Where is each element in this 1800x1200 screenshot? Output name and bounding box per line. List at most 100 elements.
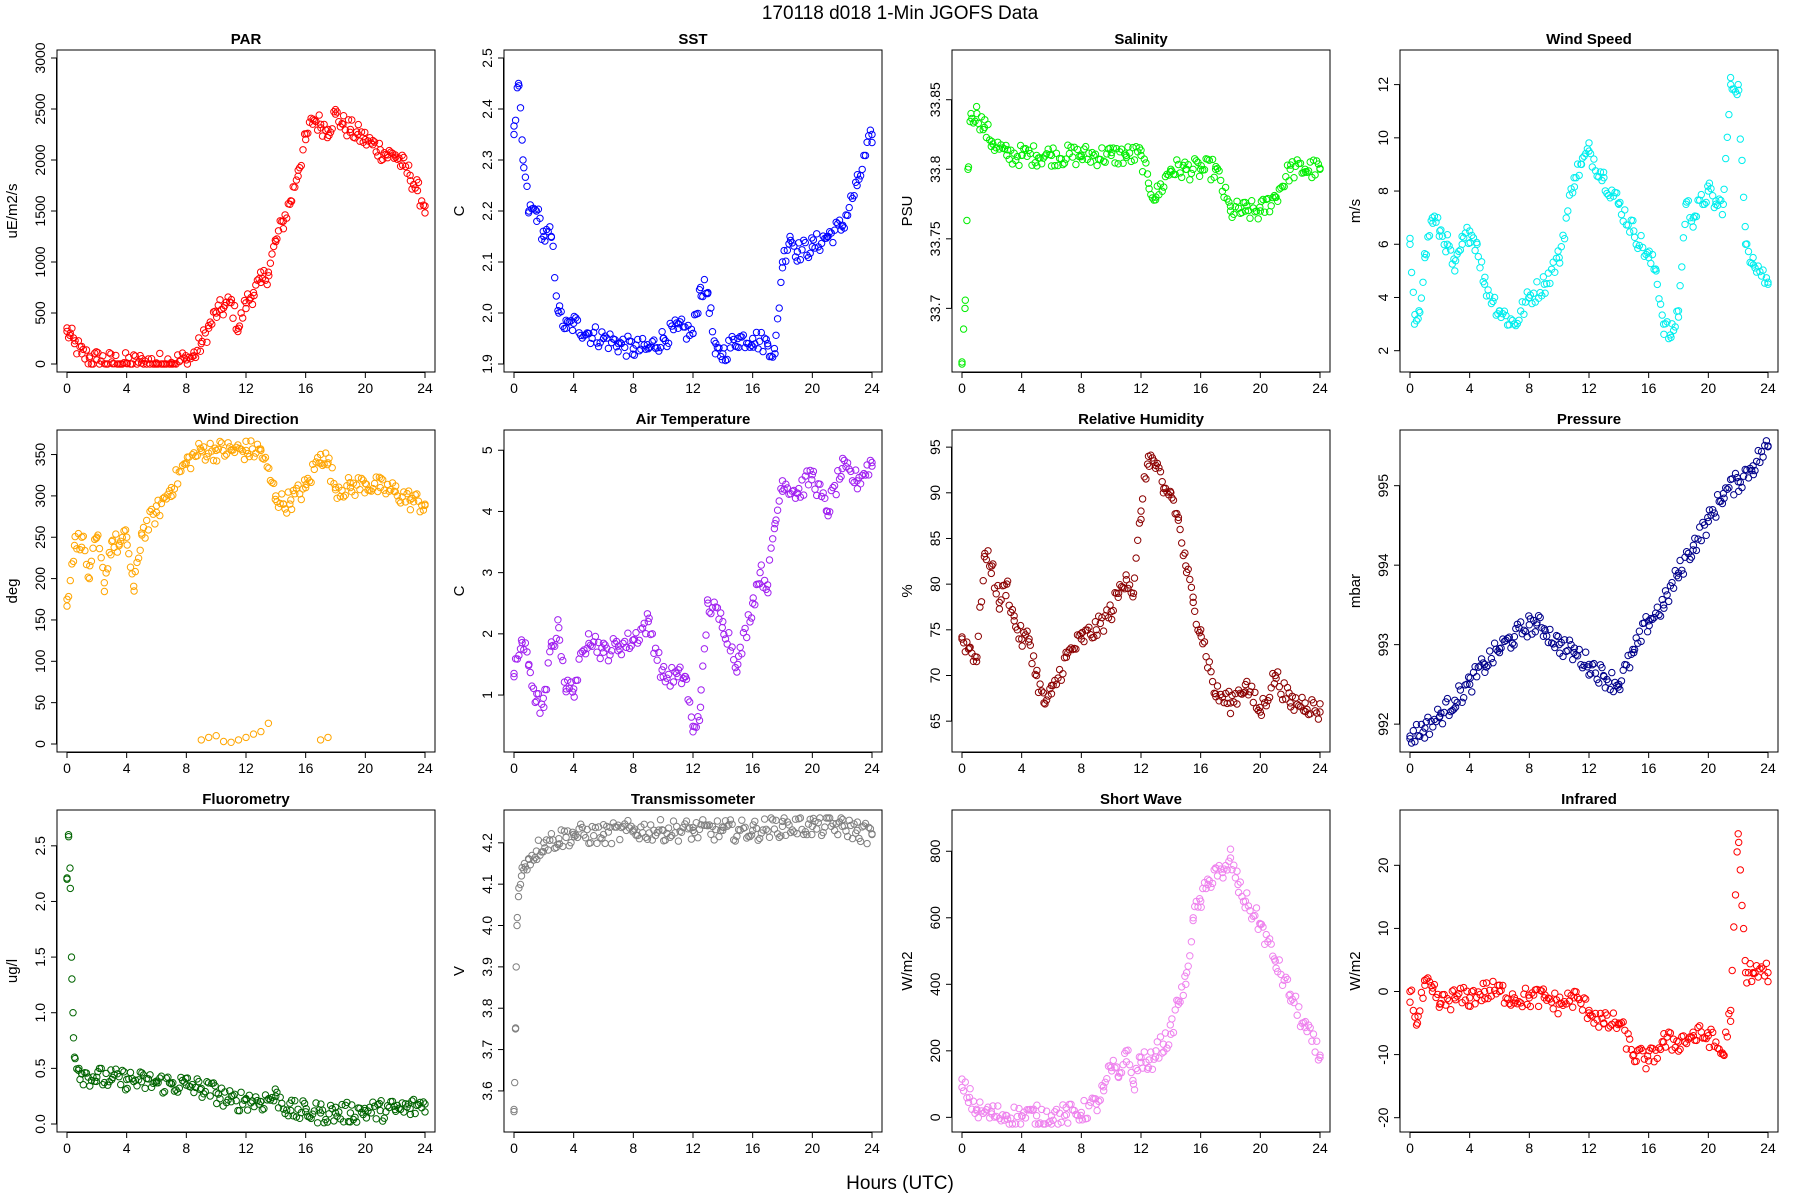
series-points <box>510 814 876 1116</box>
x-tick-label: 8 <box>1525 380 1533 396</box>
x-tick-label: 16 <box>1193 760 1209 776</box>
data-point <box>1555 253 1563 262</box>
data-point <box>1151 196 1160 204</box>
data-point <box>1585 660 1593 669</box>
data-point <box>99 352 107 360</box>
data-point <box>322 449 330 457</box>
data-point <box>1565 636 1574 644</box>
data-point <box>1181 972 1189 980</box>
data-point <box>115 1073 123 1081</box>
x-tick-label: 4 <box>123 760 131 776</box>
data-point <box>1031 670 1039 679</box>
data-point <box>1234 888 1243 897</box>
data-point <box>738 816 746 824</box>
data-point <box>1669 326 1678 335</box>
data-point <box>1158 1049 1166 1057</box>
data-point <box>1192 157 1201 165</box>
data-point <box>1167 1030 1175 1038</box>
data-point <box>513 913 521 922</box>
data-point <box>1660 604 1668 612</box>
data-point <box>829 819 837 828</box>
data-point <box>1735 838 1743 847</box>
data-point <box>291 183 299 191</box>
y-tick-label: 12 <box>1375 77 1391 93</box>
data-point <box>778 264 787 272</box>
data-point <box>565 318 573 326</box>
data-point <box>413 186 422 195</box>
data-point <box>152 1079 161 1087</box>
data-point <box>731 837 739 845</box>
data-point <box>1705 1043 1714 1052</box>
data-point <box>1689 1032 1698 1040</box>
data-point <box>242 299 250 307</box>
y-tick-label: 33.8 <box>927 155 943 182</box>
data-point <box>1130 156 1139 164</box>
data-point <box>666 833 674 841</box>
data-point <box>1040 699 1048 707</box>
data-point <box>143 516 151 525</box>
data-point <box>395 1104 403 1113</box>
data-point <box>1003 1112 1011 1120</box>
data-point <box>70 541 79 550</box>
data-point <box>1078 1116 1087 1124</box>
data-point <box>1451 994 1459 1002</box>
data-point <box>141 534 149 542</box>
data-point <box>1316 1051 1324 1059</box>
data-point <box>1033 162 1041 170</box>
data-point <box>137 1078 146 1086</box>
data-point <box>354 120 362 129</box>
data-point <box>1629 216 1637 225</box>
data-point <box>250 453 258 461</box>
data-point <box>1709 192 1717 200</box>
data-point <box>1204 155 1212 164</box>
data-point <box>1756 458 1764 467</box>
data-point <box>536 709 544 717</box>
data-point <box>1702 198 1710 207</box>
data-point <box>388 1097 397 1106</box>
data-point <box>1630 227 1638 235</box>
panel-title: Air Temperature <box>636 411 751 428</box>
y-tick-label: 992 <box>1375 712 1391 736</box>
data-point <box>1204 875 1212 883</box>
data-point <box>1424 974 1432 982</box>
data-point <box>1416 1007 1424 1015</box>
data-point <box>1643 628 1652 636</box>
y-tick-label: 65 <box>927 713 943 729</box>
data-point <box>234 736 243 744</box>
data-point <box>1419 994 1427 1002</box>
data-point <box>1187 938 1196 946</box>
data-point <box>261 453 270 462</box>
data-point <box>63 324 71 332</box>
data-point <box>316 450 325 459</box>
data-point <box>271 495 279 504</box>
data-point <box>763 339 772 348</box>
data-point <box>697 686 705 694</box>
data-point <box>829 238 837 247</box>
data-point <box>331 1109 340 1117</box>
data-point <box>1505 633 1514 641</box>
data-point <box>258 1106 266 1114</box>
data-point <box>1186 176 1194 184</box>
data-point <box>1099 627 1108 635</box>
data-point <box>1570 648 1578 657</box>
data-point <box>700 275 709 284</box>
data-point <box>510 1107 518 1116</box>
data-point <box>532 207 541 215</box>
data-point <box>988 562 996 570</box>
data-point <box>513 921 521 930</box>
data-point <box>581 834 590 842</box>
data-point <box>1161 172 1170 181</box>
data-point <box>852 466 860 474</box>
data-point <box>339 493 348 501</box>
x-tick-label: 20 <box>1253 1140 1269 1156</box>
data-point <box>510 1105 518 1114</box>
data-point <box>117 1080 125 1089</box>
data-point <box>237 1088 245 1097</box>
data-point <box>1725 484 1733 492</box>
data-point <box>1016 1120 1025 1128</box>
data-point <box>133 558 141 567</box>
data-point <box>1540 280 1549 288</box>
